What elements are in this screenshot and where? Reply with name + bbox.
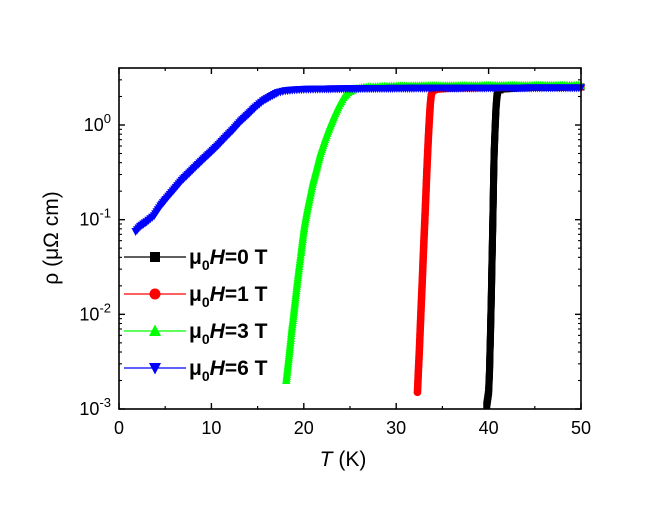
- x-tick-label: 40: [479, 418, 499, 438]
- series-1-points: [413, 82, 585, 397]
- x-tick-label: 50: [571, 418, 591, 438]
- series-line-1: [416, 86, 581, 393]
- legend-item: μ0H=1 T: [124, 283, 268, 310]
- x-axis-title: T (K): [320, 448, 367, 471]
- x-axis-title-unit: (K): [333, 448, 367, 471]
- y-tick-label: 10-1: [79, 206, 111, 230]
- y-tick-label: 10-2: [79, 300, 111, 324]
- legend-marker: [149, 288, 161, 300]
- series-line-0: [486, 86, 581, 406]
- series-3-points: [131, 84, 586, 237]
- legend-label: μ0H=3 T: [189, 320, 268, 347]
- legend-item: μ0H=6 T: [124, 357, 268, 384]
- legend-item: μ0H=3 T: [124, 320, 268, 347]
- series-markers: [131, 80, 586, 409]
- series-2-points: [282, 80, 586, 385]
- legend-label: μ0H=6 T: [189, 357, 268, 384]
- y-tick-label: 10-3: [79, 395, 111, 419]
- legend-marker: [149, 363, 161, 375]
- x-axis-title-main: T: [320, 448, 335, 471]
- x-tick-label: 30: [386, 418, 406, 438]
- legend-label: μ0H=0 T: [189, 246, 268, 273]
- series-0-points: [483, 83, 585, 409]
- x-axis-ticks: 0 10 20 30 40 50: [114, 68, 591, 438]
- y-axis-ticks: 10-3 10-2 10-1 100: [79, 67, 581, 419]
- x-tick-label: 20: [294, 418, 314, 438]
- y-axis-title: ρ (μΩ cm): [40, 191, 63, 284]
- legend-label: μ0H=1 T: [189, 283, 268, 310]
- legend-marker: [149, 324, 161, 336]
- series-curves: [135, 84, 581, 406]
- x-tick-label: 0: [114, 418, 124, 438]
- y-tick-label: 100: [84, 111, 111, 135]
- x-tick-label: 10: [201, 418, 221, 438]
- legend: μ0H=0 T μ0H=1 T μ0H=3 T μ0H=6 T: [124, 246, 268, 384]
- legend-item: μ0H=0 T: [124, 246, 268, 273]
- legend-marker: [150, 252, 160, 262]
